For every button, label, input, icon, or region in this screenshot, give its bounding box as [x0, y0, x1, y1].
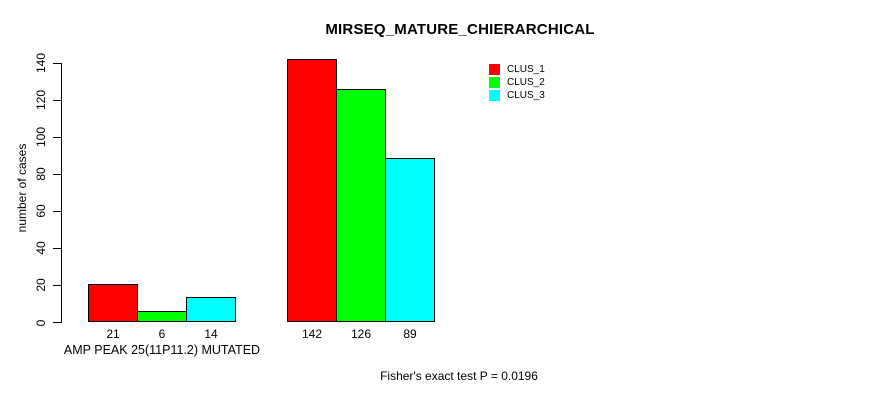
y-axis-line [61, 63, 62, 323]
bar-clus_1-group2 [287, 59, 337, 323]
bar-value-label: 89 [403, 327, 417, 341]
legend-swatch-clus_1 [489, 64, 500, 75]
y-tick [53, 322, 61, 323]
y-tick [53, 62, 61, 64]
legend-row: CLUS_3 [489, 90, 545, 101]
bar-clus_2-group1 [137, 311, 187, 323]
footer-annotation: Fisher's exact test P = 0.0196 [380, 369, 538, 383]
bar-clus_3-group1 [186, 296, 236, 323]
legend-label: CLUS_3 [507, 90, 545, 101]
y-tick-label: 80 [34, 167, 48, 181]
legend-row: CLUS_1 [489, 64, 545, 75]
y-tick [53, 99, 61, 101]
y-tick-label: 0 [34, 319, 48, 326]
legend-swatch-clus_3 [489, 90, 500, 101]
y-tick [53, 247, 61, 249]
bar-value-label: 126 [350, 327, 372, 341]
bar-value-label: 142 [301, 327, 323, 341]
bar-value-label: 21 [106, 327, 120, 341]
legend-label: CLUS_1 [507, 64, 545, 75]
bar-value-label: 6 [158, 327, 166, 341]
y-tick-label: 100 [34, 127, 48, 148]
legend: CLUS_1 CLUS_2 CLUS_3 [489, 64, 545, 103]
legend-label: CLUS_2 [507, 77, 545, 88]
y-tick [53, 136, 61, 138]
y-tick-label: 40 [34, 241, 48, 256]
y-tick-label: 20 [34, 278, 48, 293]
legend-swatch-clus_2 [489, 77, 500, 88]
bar-clus_2-group2 [336, 88, 386, 323]
legend-row: CLUS_2 [489, 77, 545, 88]
y-tick [53, 284, 61, 286]
category-label: AMP PEAK 25(11P11.2) MUTATED [63, 343, 261, 357]
y-tick-label: 120 [34, 90, 48, 111]
y-tick [53, 173, 61, 175]
bar-clus_1-group1 [88, 283, 138, 323]
y-tick-label: 60 [34, 204, 48, 218]
bar-value-label: 14 [204, 327, 218, 341]
chart-title: MIRSEQ_MATURE_CHIERARCHICAL [325, 21, 595, 38]
y-axis-label: number of cases [15, 143, 29, 233]
bar-clus_3-group2 [385, 157, 435, 323]
y-tick-label: 140 [34, 52, 48, 74]
y-tick [53, 210, 61, 212]
